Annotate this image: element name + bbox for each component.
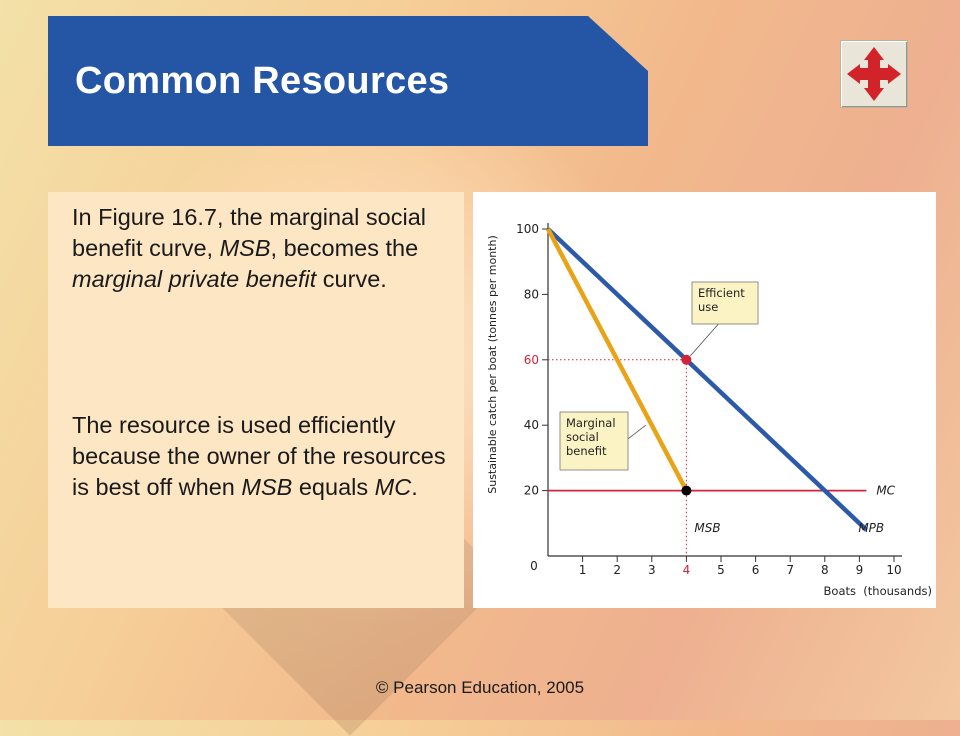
annotation-text-line: Efficient bbox=[698, 286, 745, 300]
x-tick-label: 5 bbox=[717, 563, 725, 577]
marginal-social-benefit-annotation-box bbox=[559, 411, 629, 471]
four-arrows-move-icon bbox=[847, 47, 901, 101]
paragraph-2-segment: MC bbox=[374, 474, 412, 500]
paragraph-1-segment: , becomes the bbox=[270, 235, 419, 261]
mpb-curve-label: MPB bbox=[858, 521, 884, 535]
annotation-text-line: benefit bbox=[566, 444, 607, 458]
x-tick-label: 6 bbox=[752, 563, 760, 577]
x-tick-label: 1 bbox=[579, 563, 587, 577]
paragraph-1-segment: curve. bbox=[316, 266, 387, 292]
y-axis-label: Sustainable catch per boat (tonnes per m… bbox=[486, 235, 499, 494]
msb-curve bbox=[546, 227, 689, 492]
y-tick-label: 60 bbox=[524, 353, 539, 367]
x-tick-label: 7 bbox=[786, 563, 794, 577]
y-tick-label: 40 bbox=[524, 418, 539, 432]
paragraph-2-segment: The resource is used efficiently because… bbox=[72, 412, 446, 500]
x-tick-label: 8 bbox=[821, 563, 829, 577]
title-banner bbox=[48, 16, 648, 146]
x-tick-label: 3 bbox=[648, 563, 656, 577]
mc-line-label: MC bbox=[876, 484, 895, 498]
y-tick-label: 20 bbox=[524, 484, 539, 498]
text-panel: In Figure 16.7, the marginal social bene… bbox=[48, 192, 464, 608]
navigation-button[interactable] bbox=[840, 40, 908, 108]
efficient-use-annotation-box bbox=[691, 281, 759, 325]
x-tick-label: 4 bbox=[683, 563, 691, 577]
annotation-text-line: Marginal bbox=[566, 416, 616, 430]
paragraph-1-segment: MSB bbox=[219, 235, 271, 261]
equilibrium-point bbox=[681, 354, 692, 365]
origin-label: 0 bbox=[530, 559, 538, 573]
y-tick-label: 100 bbox=[516, 222, 539, 236]
copyright-footer: © Pearson Education, 2005 bbox=[375, 678, 585, 697]
slide-title: Common Resources bbox=[75, 60, 450, 102]
paragraph-1-segment: In Figure 16.7, the marginal social bene… bbox=[72, 204, 426, 261]
equilibrium-point bbox=[681, 485, 692, 496]
annotation-text-line: use bbox=[698, 300, 718, 314]
msb-curve-label: MSB bbox=[694, 521, 720, 535]
chart-panel: 20 40 60 80 100 1 2 3 4 5 6 7 8 9 10 0 Boats (thousands) S… bbox=[473, 192, 936, 608]
mpb-curve bbox=[546, 227, 868, 532]
y-tick-label: 80 bbox=[524, 287, 539, 301]
paragraph-2: The resource is used efficiently because… bbox=[72, 410, 452, 503]
x-tick-label: 10 bbox=[886, 563, 901, 577]
paragraph-2-segment: equals bbox=[292, 474, 375, 500]
x-axis-label: Boats bbox=[824, 584, 856, 598]
x-tick-label: 9 bbox=[856, 563, 864, 577]
paragraph-1: In Figure 16.7, the marginal social bene… bbox=[72, 202, 452, 295]
paragraph-2-segment: . bbox=[411, 474, 418, 500]
annotation-text-line: social bbox=[566, 430, 599, 444]
x-axis-unit: (thousands) bbox=[863, 584, 932, 598]
annotation-leader-line bbox=[690, 323, 719, 357]
paragraph-1-segment: marginal private benefit bbox=[72, 266, 317, 292]
x-tick-label: 2 bbox=[613, 563, 621, 577]
paragraph-2-segment: MSB bbox=[241, 474, 293, 500]
